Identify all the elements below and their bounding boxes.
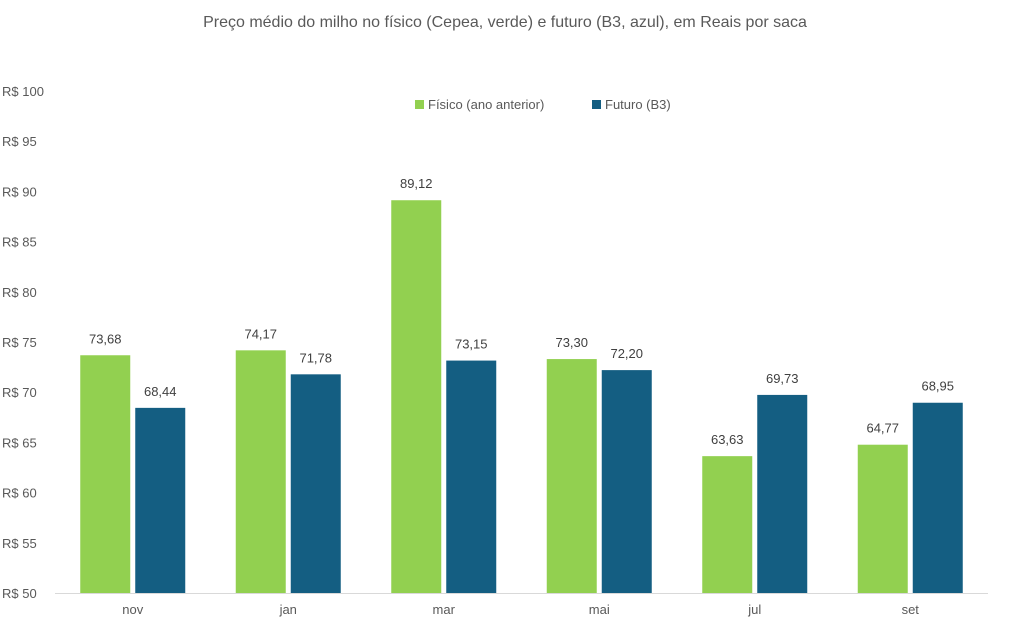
y-tick-label: R$ 60: [2, 486, 37, 501]
data-label: 64,77: [866, 421, 899, 436]
x-tick-label: nov: [122, 602, 143, 617]
data-label: 68,44: [144, 384, 177, 399]
bars: [80, 200, 963, 593]
x-tick-label: mai: [589, 602, 610, 617]
data-label: 68,95: [921, 379, 954, 394]
bar-fisico-nov: [80, 355, 131, 593]
legend-label-fisico: Físico (ano anterior): [428, 97, 544, 112]
legend-label-futuro: Futuro (B3): [605, 97, 671, 112]
x-axis: nov jan mar mai jul set: [55, 593, 988, 617]
x-tick-label: jul: [747, 602, 761, 617]
y-tick-label: R$ 55: [2, 536, 37, 551]
legend-swatch-futuro: [592, 100, 601, 109]
bar-fisico-jan: [235, 350, 286, 593]
y-axis: R$ 50 R$ 55 R$ 60 R$ 65 R$ 70 R$ 75 R$ 80 R$ 85…: [2, 84, 44, 601]
data-label: 73,30: [555, 335, 588, 350]
bar-futuro-jul: [757, 394, 808, 593]
data-label: 72,20: [610, 346, 643, 361]
bar-futuro-mai: [601, 370, 652, 593]
legend: Físico (ano anterior) Futuro (B3): [415, 97, 671, 112]
bar-futuro-mar: [446, 360, 497, 593]
chart-title: Preço médio do milho no físico (Cepea, v…: [203, 14, 807, 31]
bar-fisico-mai: [546, 359, 597, 593]
x-tick-label: jan: [279, 602, 297, 617]
bar-futuro-set: [912, 402, 963, 593]
bar-fisico-set: [857, 444, 908, 593]
y-tick-label: R$ 80: [2, 285, 37, 300]
y-tick-label: R$ 65: [2, 435, 37, 450]
data-label: 63,63: [711, 432, 744, 447]
bar-fisico-jul: [702, 456, 753, 593]
y-tick-label: R$ 50: [2, 586, 37, 601]
legend-swatch-fisico: [415, 100, 424, 109]
data-label: 71,78: [299, 350, 332, 365]
x-tick-label: set: [902, 602, 920, 617]
bar-futuro-nov: [135, 407, 186, 593]
bar-futuro-jan: [290, 374, 341, 593]
data-label: 73,15: [455, 337, 488, 352]
y-tick-label: R$ 95: [2, 134, 37, 149]
data-label: 69,73: [766, 371, 799, 386]
data-label: 89,12: [400, 176, 433, 191]
y-tick-label: R$ 70: [2, 385, 37, 400]
y-tick-label: R$ 85: [2, 235, 37, 250]
y-tick-label: R$ 75: [2, 335, 37, 350]
y-tick-label: R$ 100: [2, 84, 44, 99]
y-tick-label: R$ 90: [2, 184, 37, 199]
data-label: 73,68: [89, 331, 122, 346]
data-label: 74,17: [244, 326, 277, 341]
data-labels: 73,68 68,44 74,17 71,78 89,12 73,15 73,30 72,20…: [89, 176, 954, 447]
bar-fisico-mar: [391, 200, 442, 593]
x-tick-label: mar: [433, 602, 456, 617]
